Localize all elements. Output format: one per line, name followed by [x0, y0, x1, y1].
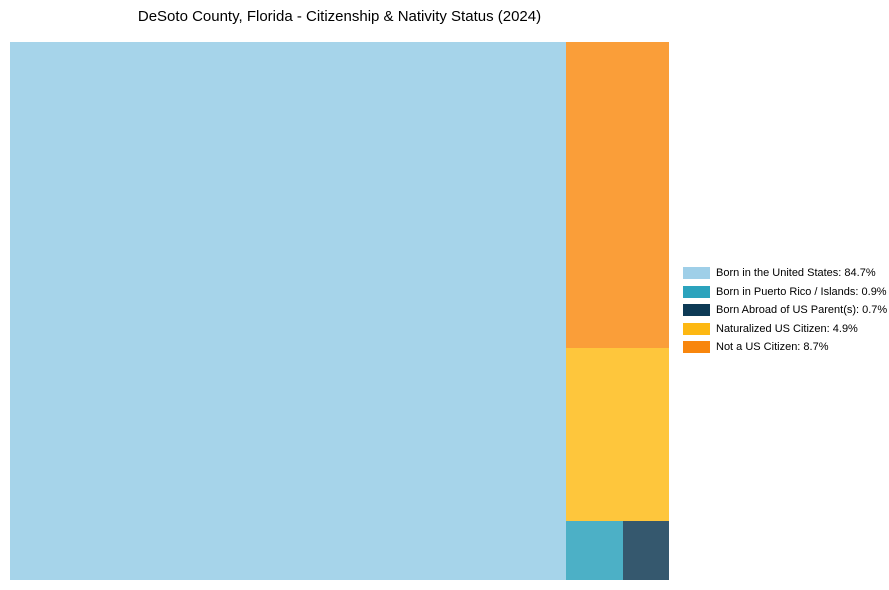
- legend-label: Born Abroad of US Parent(s): 0.7%: [716, 304, 888, 316]
- legend-swatch-born-in-puerto-rico-islands: [683, 285, 710, 298]
- legend-label: Naturalized US Citizen: 4.9%: [716, 322, 858, 335]
- legend-item: Naturalized US Citizen: 4.9%: [683, 322, 887, 335]
- chart-title: DeSoto County, Florida - Citizenship & N…: [137, 8, 542, 25]
- treemap-cell-not-a-us-citizen: [566, 42, 669, 348]
- treemap-cell-born-abroad-of-us-parents: [623, 521, 669, 580]
- legend-item: Born Abroad of US Parent(s): 0.7%: [683, 304, 887, 316]
- legend-label: Born in the United States: 84.7%: [716, 267, 876, 279]
- treemap: [10, 42, 669, 580]
- legend: Born in the United States: 84.7% Born in…: [683, 267, 887, 353]
- legend-item: Born in Puerto Rico / Islands: 0.9%: [683, 285, 887, 298]
- legend-label: Not a US Citizen: 8.7%: [716, 341, 829, 353]
- legend-item: Not a US Citizen: 8.7%: [683, 341, 887, 353]
- treemap-cell-naturalized-us-citizen: [566, 348, 669, 521]
- treemap-cell-born-in-the-united-states: [10, 42, 566, 580]
- legend-swatch-born-in-the-united-states: [683, 267, 710, 279]
- legend-swatch-born-abroad-of-us-parents: [683, 304, 710, 316]
- legend-swatch-naturalized-us-citizen: [683, 322, 710, 335]
- treemap-cell-born-in-puerto-rico-islands: [566, 521, 623, 580]
- legend-label: Born in Puerto Rico / Islands: 0.9%: [716, 285, 887, 298]
- legend-swatch-not-a-us-citizen: [683, 341, 710, 353]
- legend-item: Born in the United States: 84.7%: [683, 267, 887, 279]
